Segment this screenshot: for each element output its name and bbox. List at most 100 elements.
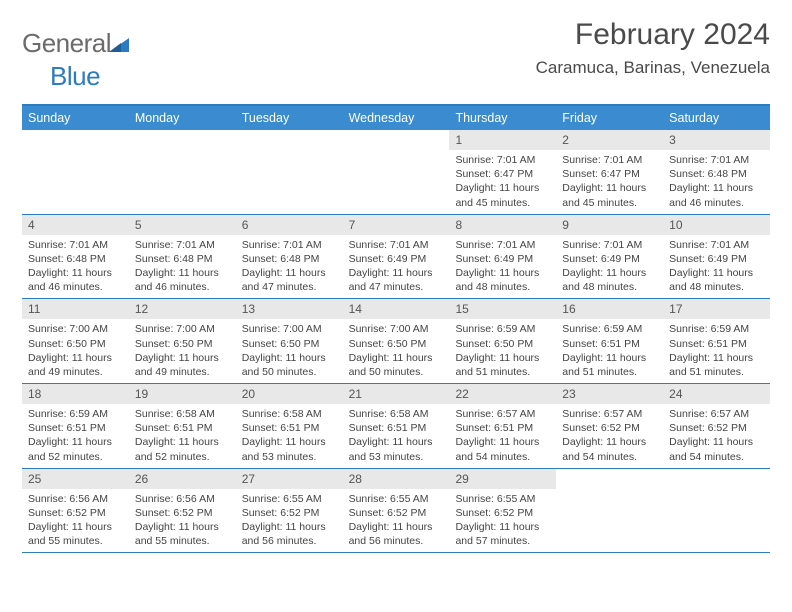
day-line: Sunset: 6:50 PM [242, 337, 337, 351]
day-body: Sunrise: 7:01 AMSunset: 6:48 PMDaylight:… [22, 235, 129, 299]
day-number: 12 [129, 299, 236, 319]
day-line: Sunrise: 6:57 AM [669, 407, 764, 421]
day-cell: 4Sunrise: 7:01 AMSunset: 6:48 PMDaylight… [22, 215, 129, 299]
weekday-header: Thursday [449, 106, 556, 130]
day-line: Daylight: 11 hours and 56 minutes. [349, 520, 444, 548]
day-line: Daylight: 11 hours and 48 minutes. [669, 266, 764, 294]
logo-word-2: Blue [50, 61, 100, 91]
day-cell: 17Sunrise: 6:59 AMSunset: 6:51 PMDayligh… [663, 299, 770, 383]
day-line: Sunrise: 7:01 AM [669, 238, 764, 252]
day-body: Sunrise: 6:59 AMSunset: 6:50 PMDaylight:… [449, 319, 556, 383]
day-line: Sunset: 6:47 PM [562, 167, 657, 181]
day-cell: 5Sunrise: 7:01 AMSunset: 6:48 PMDaylight… [129, 215, 236, 299]
day-number: 2 [556, 130, 663, 150]
day-line: Sunset: 6:51 PM [242, 421, 337, 435]
day-line: Sunrise: 7:00 AM [349, 322, 444, 336]
day-line: Daylight: 11 hours and 47 minutes. [349, 266, 444, 294]
day-body: Sunrise: 6:57 AMSunset: 6:52 PMDaylight:… [663, 404, 770, 468]
day-cell: 20Sunrise: 6:58 AMSunset: 6:51 PMDayligh… [236, 384, 343, 468]
day-cell [236, 130, 343, 214]
day-line: Daylight: 11 hours and 46 minutes. [28, 266, 123, 294]
weekday-header: Tuesday [236, 106, 343, 130]
day-cell: 18Sunrise: 6:59 AMSunset: 6:51 PMDayligh… [22, 384, 129, 468]
day-line: Sunrise: 7:01 AM [242, 238, 337, 252]
day-body: Sunrise: 6:57 AMSunset: 6:52 PMDaylight:… [556, 404, 663, 468]
day-line: Sunset: 6:52 PM [669, 421, 764, 435]
day-line: Daylight: 11 hours and 45 minutes. [562, 181, 657, 209]
day-line: Sunrise: 7:01 AM [562, 153, 657, 167]
day-cell: 10Sunrise: 7:01 AMSunset: 6:49 PMDayligh… [663, 215, 770, 299]
title-block: February 2024 Caramuca, Barinas, Venezue… [536, 18, 770, 78]
day-cell: 1Sunrise: 7:01 AMSunset: 6:47 PMDaylight… [449, 130, 556, 214]
day-number: 19 [129, 384, 236, 404]
day-body: Sunrise: 7:01 AMSunset: 6:48 PMDaylight:… [236, 235, 343, 299]
day-line: Sunrise: 6:57 AM [562, 407, 657, 421]
day-body: Sunrise: 6:56 AMSunset: 6:52 PMDaylight:… [129, 489, 236, 553]
day-number: 14 [343, 299, 450, 319]
day-body: Sunrise: 6:55 AMSunset: 6:52 PMDaylight:… [343, 489, 450, 553]
day-line: Sunset: 6:52 PM [562, 421, 657, 435]
month-title: February 2024 [536, 18, 770, 52]
day-cell: 15Sunrise: 6:59 AMSunset: 6:50 PMDayligh… [449, 299, 556, 383]
day-line: Sunset: 6:49 PM [562, 252, 657, 266]
day-number: 25 [22, 469, 129, 489]
day-line: Daylight: 11 hours and 51 minutes. [562, 351, 657, 379]
day-line: Sunrise: 6:59 AM [562, 322, 657, 336]
day-line: Daylight: 11 hours and 46 minutes. [669, 181, 764, 209]
day-body: Sunrise: 6:58 AMSunset: 6:51 PMDaylight:… [343, 404, 450, 468]
weekday-header: Wednesday [343, 106, 450, 130]
day-line: Sunset: 6:48 PM [28, 252, 123, 266]
day-number: 11 [22, 299, 129, 319]
day-number: 5 [129, 215, 236, 235]
day-body: Sunrise: 6:58 AMSunset: 6:51 PMDaylight:… [129, 404, 236, 468]
day-cell: 13Sunrise: 7:00 AMSunset: 6:50 PMDayligh… [236, 299, 343, 383]
day-line: Daylight: 11 hours and 54 minutes. [562, 435, 657, 463]
day-number: 21 [343, 384, 450, 404]
weekday-header: Monday [129, 106, 236, 130]
day-body [236, 150, 343, 157]
day-body: Sunrise: 6:55 AMSunset: 6:52 PMDaylight:… [236, 489, 343, 553]
day-line: Sunrise: 7:01 AM [28, 238, 123, 252]
weekday-header: Friday [556, 106, 663, 130]
day-line: Daylight: 11 hours and 55 minutes. [135, 520, 230, 548]
weeks-container: 1Sunrise: 7:01 AMSunset: 6:47 PMDaylight… [22, 130, 770, 553]
day-line: Sunrise: 6:58 AM [349, 407, 444, 421]
logo-word-1: General [22, 28, 111, 58]
day-number: 23 [556, 384, 663, 404]
day-line: Daylight: 11 hours and 53 minutes. [242, 435, 337, 463]
day-body: Sunrise: 7:01 AMSunset: 6:49 PMDaylight:… [449, 235, 556, 299]
day-number: 18 [22, 384, 129, 404]
day-line: Daylight: 11 hours and 51 minutes. [669, 351, 764, 379]
day-cell: 2 Sunrise: 7:01 AMSunset: 6:47 PMDaylight… [556, 130, 663, 214]
day-line: Daylight: 11 hours and 54 minutes. [669, 435, 764, 463]
day-cell [663, 469, 770, 553]
day-number [663, 469, 770, 489]
day-cell: 8Sunrise: 7:01 AMSunset: 6:49 PMDaylight… [449, 215, 556, 299]
day-body: Sunrise: 7:01 AMSunset: 6:48 PMDaylight:… [663, 150, 770, 214]
day-line: Daylight: 11 hours and 48 minutes. [562, 266, 657, 294]
day-number: 7 [343, 215, 450, 235]
day-line: Sunrise: 7:01 AM [562, 238, 657, 252]
day-line: Sunrise: 7:00 AM [135, 322, 230, 336]
day-line: Sunrise: 7:00 AM [28, 322, 123, 336]
day-body: Sunrise: 6:57 AMSunset: 6:51 PMDaylight:… [449, 404, 556, 468]
day-cell: 29Sunrise: 6:55 AMSunset: 6:52 PMDayligh… [449, 469, 556, 553]
day-body: Sunrise: 6:59 AMSunset: 6:51 PMDaylight:… [556, 319, 663, 383]
day-line: Daylight: 11 hours and 56 minutes. [242, 520, 337, 548]
day-line: Sunrise: 6:56 AM [28, 492, 123, 506]
day-line: Daylight: 11 hours and 50 minutes. [349, 351, 444, 379]
day-number: 27 [236, 469, 343, 489]
day-line: Sunset: 6:51 PM [349, 421, 444, 435]
day-cell: 3Sunrise: 7:01 AMSunset: 6:48 PMDaylight… [663, 130, 770, 214]
day-cell: 27Sunrise: 6:55 AMSunset: 6:52 PMDayligh… [236, 469, 343, 553]
day-line: Daylight: 11 hours and 50 minutes. [242, 351, 337, 379]
day-number: 20 [236, 384, 343, 404]
day-line: Sunset: 6:51 PM [669, 337, 764, 351]
day-line: Daylight: 11 hours and 52 minutes. [135, 435, 230, 463]
day-line: Sunrise: 6:55 AM [455, 492, 550, 506]
day-number [129, 130, 236, 150]
day-line: Sunrise: 7:01 AM [455, 153, 550, 167]
day-body: Sunrise: 7:00 AMSunset: 6:50 PMDaylight:… [343, 319, 450, 383]
day-cell [343, 130, 450, 214]
day-number: 10 [663, 215, 770, 235]
